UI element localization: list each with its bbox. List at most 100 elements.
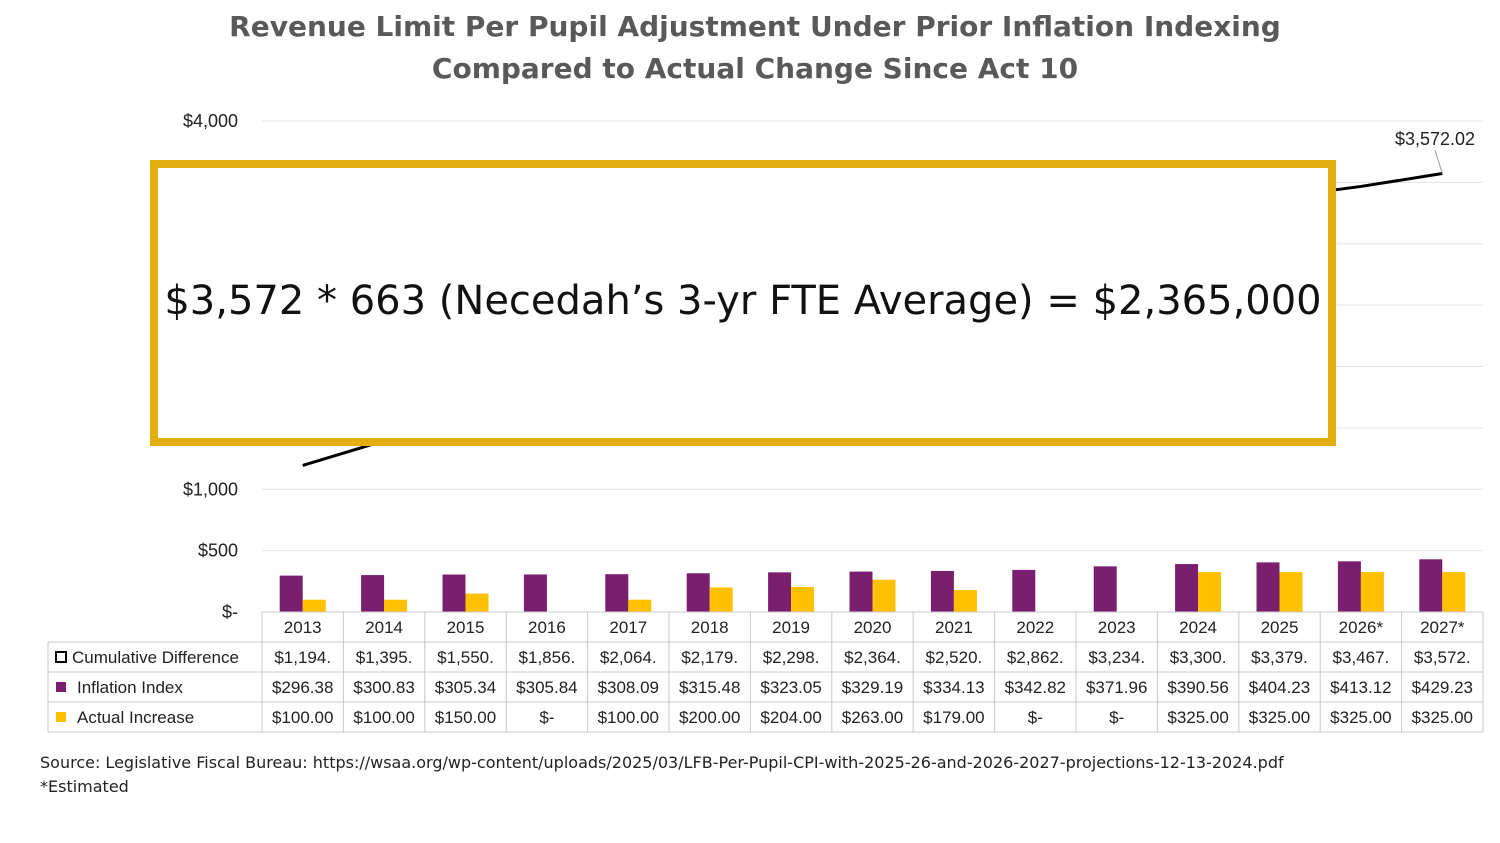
bar-actual-increase <box>791 586 815 612</box>
legend-label: Cumulative Difference <box>72 648 239 667</box>
x-tick-label: 2019 <box>772 618 810 637</box>
chart-title-line2: Compared to Actual Change Since Act 10 <box>431 52 1079 85</box>
y-tick-label: $500 <box>198 541 238 561</box>
legend-marker-inflation <box>56 682 66 692</box>
y-tick-label: $4,000 <box>183 111 238 131</box>
footnote: *Estimated <box>40 777 129 796</box>
table-cell: $204.00 <box>760 708 821 727</box>
x-tick-label: 2022 <box>1016 618 1054 637</box>
bars <box>279 559 1466 612</box>
table-cell: $- <box>1109 708 1124 727</box>
table-cell: $263.00 <box>842 708 903 727</box>
table-cell: $200.00 <box>679 708 740 727</box>
table-cell: $2,179. <box>681 648 738 667</box>
bar-inflation-index <box>279 575 303 612</box>
annotation-leader <box>1434 149 1443 174</box>
x-tick-label: 2021 <box>935 618 973 637</box>
table-cell: $100.00 <box>353 708 414 727</box>
x-tick-label: 2015 <box>447 618 485 637</box>
table-cell: $3,379. <box>1251 648 1308 667</box>
x-tick-label: 2023 <box>1098 618 1136 637</box>
table-cell: $308.09 <box>598 678 659 697</box>
table-cell: $2,862. <box>1007 648 1064 667</box>
table-cell: $- <box>539 708 554 727</box>
table-cell: $371.96 <box>1086 678 1147 697</box>
bar-actual-increase <box>1360 572 1384 612</box>
table-cell: $342.82 <box>1005 678 1066 697</box>
table-cell: $300.83 <box>353 678 414 697</box>
bar-inflation-index <box>930 570 954 612</box>
table-cell: $179.00 <box>923 708 984 727</box>
table-cell: $325.00 <box>1330 708 1391 727</box>
bar-inflation-index <box>442 574 466 612</box>
table-cell: $305.84 <box>516 678 577 697</box>
bar-actual-increase <box>709 587 733 612</box>
bar-inflation-index <box>1337 561 1361 612</box>
table-cell: $390.56 <box>1167 678 1228 697</box>
table-cell: $2,364. <box>844 648 901 667</box>
table-cell: $3,300. <box>1170 648 1227 667</box>
x-tick-label: 2014 <box>365 618 403 637</box>
table-cell: $1,395. <box>356 648 413 667</box>
x-tick-label: 2017 <box>609 618 647 637</box>
table-cell: $2,520. <box>926 648 983 667</box>
chart-title-line1: Revenue Limit Per Pupil Adjustment Under… <box>229 10 1281 43</box>
table-cell: $1,194. <box>274 648 331 667</box>
bar-actual-increase <box>1198 572 1222 612</box>
table-cell: $325.00 <box>1249 708 1310 727</box>
bar-actual-increase <box>465 593 489 612</box>
x-tick-label: 2025 <box>1261 618 1299 637</box>
source-note: Source: Legislative Fiscal Bureau: https… <box>40 753 1284 772</box>
bar-inflation-index <box>768 572 792 612</box>
x-tick-label: 2024 <box>1179 618 1217 637</box>
table-cell: $329.19 <box>842 678 903 697</box>
table-cell: $296.38 <box>272 678 333 697</box>
table-cell: $- <box>1028 708 1043 727</box>
table-cell: $429.23 <box>1412 678 1473 697</box>
x-tick-label: 2016 <box>528 618 566 637</box>
bar-inflation-index <box>1175 564 1199 612</box>
table-cell: $325.00 <box>1167 708 1228 727</box>
bar-inflation-index <box>1012 569 1036 612</box>
table-cell: $3,467. <box>1333 648 1390 667</box>
table-cell: $413.12 <box>1330 678 1391 697</box>
y-tick-label: $1,000 <box>183 479 238 499</box>
table-cell: $3,234. <box>1088 648 1145 667</box>
table-cell: $325.00 <box>1412 708 1473 727</box>
bar-inflation-index <box>1093 566 1117 612</box>
data-table: 2013 2014 2015 2016 2017 2018 2019 2020 2021 2022… <box>47 611 1484 733</box>
bar-inflation-index <box>686 573 710 612</box>
table-cell: $100.00 <box>598 708 659 727</box>
table-cell: $1,550. <box>437 648 494 667</box>
table-cell: $100.00 <box>272 708 333 727</box>
bar-actual-increase <box>628 599 652 612</box>
x-tick-label: 2018 <box>691 618 729 637</box>
bar-actual-increase <box>384 599 408 612</box>
legend-label: Inflation Index <box>77 678 183 697</box>
y-axis-ticks: $- $500 $1,000 $4,000 <box>183 111 238 622</box>
y-tick-label: $- <box>222 602 238 622</box>
table-cell: $315.48 <box>679 678 740 697</box>
bar-actual-increase <box>872 579 896 612</box>
table-cell: $334.13 <box>923 678 984 697</box>
x-tick-label: 2027* <box>1420 618 1465 637</box>
legend-marker-cumulative <box>55 651 67 663</box>
x-tick-label: 2026* <box>1339 618 1384 637</box>
table-cell: $305.34 <box>435 678 496 697</box>
bar-inflation-index <box>361 575 385 612</box>
x-tick-label: 2020 <box>854 618 892 637</box>
callout-text: $3,572 * 663 (Necedah’s 3-yr FTE Average… <box>164 278 1322 324</box>
table-cell: $2,298. <box>763 648 820 667</box>
bar-actual-increase <box>1279 572 1303 612</box>
bar-actual-increase <box>1442 572 1466 612</box>
bar-inflation-index <box>1419 559 1443 612</box>
bar-actual-increase <box>302 599 326 612</box>
x-tick-label: 2013 <box>284 618 322 637</box>
table-cell: $1,856. <box>519 648 576 667</box>
legend-marker-actual <box>56 712 66 722</box>
table-cell: $2,064. <box>600 648 657 667</box>
table-cell: $3,572. <box>1414 648 1471 667</box>
legend-label: Actual Increase <box>77 708 194 727</box>
table-cell: $404.23 <box>1249 678 1310 697</box>
bar-inflation-index <box>849 571 873 612</box>
